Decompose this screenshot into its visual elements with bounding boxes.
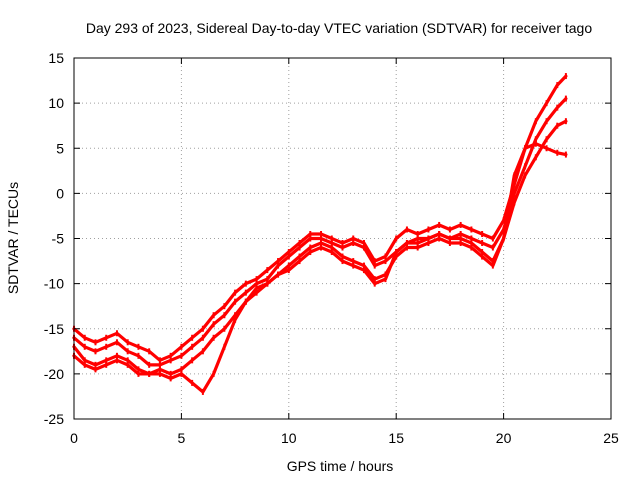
- series-line-day-1: [72, 74, 568, 362]
- y-tick-label: -5: [52, 231, 65, 247]
- x-tick-label: 20: [496, 430, 512, 446]
- x-tick-label: 25: [603, 430, 619, 446]
- y-tick-label: 10: [48, 95, 64, 111]
- y-tick-label: -10: [44, 276, 64, 292]
- chart-title: Day 293 of 2023, Sidereal Day-to-day VTE…: [86, 20, 593, 36]
- y-tick-label: 0: [56, 185, 64, 201]
- x-axis-label: GPS time / hours: [287, 458, 394, 474]
- x-tick-label: 15: [388, 430, 404, 446]
- y-tick-label: -15: [44, 321, 64, 337]
- y-tick-label: 5: [56, 140, 64, 156]
- series-layer: [72, 73, 568, 395]
- grid-layer: [74, 58, 611, 419]
- x-tick-label: 10: [281, 430, 297, 446]
- y-tick-label: 15: [48, 50, 64, 66]
- series-line-day-2: [72, 97, 568, 367]
- x-tick-label: 5: [178, 430, 186, 446]
- y-tick-label: -25: [44, 411, 64, 427]
- tick-layer: 0 5 10 15 20 25 -25 -20 -15 -10 -5 0 5 10 15: [44, 50, 619, 446]
- y-axis-label: SDTVAR / TECUs: [5, 182, 21, 294]
- x-tick-label: 0: [70, 430, 78, 446]
- y-tick-label: -20: [44, 366, 64, 382]
